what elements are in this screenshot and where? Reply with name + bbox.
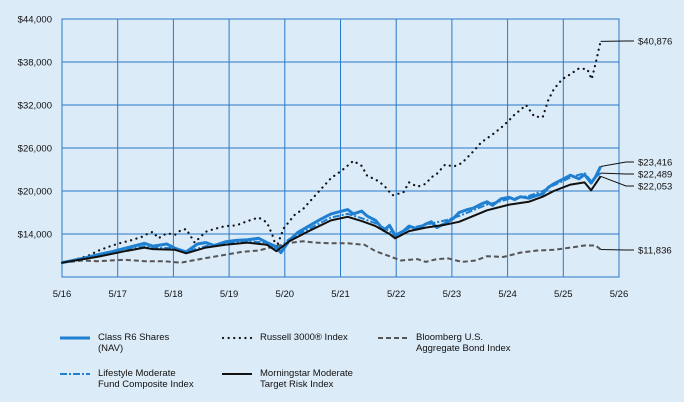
x-tick-label: 5/17 [108, 289, 127, 300]
x-tick-label: 5/16 [53, 289, 72, 300]
end-label-lifestyle: $22,489 [638, 170, 672, 181]
y-tick-label: $44,000 [18, 15, 52, 26]
y-tick-label: $32,000 [18, 101, 52, 112]
x-tick-label: 5/20 [276, 289, 295, 300]
y-tick-label: $38,000 [18, 58, 52, 69]
x-tick-label: 5/23 [443, 289, 462, 300]
end-label-bloomberg: $11,836 [638, 246, 672, 257]
series-line-bloomberg [61, 240, 602, 264]
series-line-morningstar [61, 175, 602, 264]
y-tick-label: $26,000 [18, 144, 52, 155]
x-tick-label: 5/26 [610, 289, 629, 300]
axis-labels: 5/16 5/17 5/18 5/19 5/20 5/21 5/22 5/23 5/24 5/25… [18, 15, 629, 301]
end-label-leader [600, 161, 634, 168]
x-tick-label: 5/18 [164, 289, 183, 300]
series-line-lifestyle [61, 172, 602, 264]
series-lines [60, 40, 602, 265]
y-tick-label: $14,000 [18, 230, 52, 241]
end-label-class-r6: $23,416 [638, 158, 672, 169]
end-label-russell: $40,876 [638, 37, 672, 48]
x-tick-label: 5/19 [220, 289, 239, 300]
end-value-labels: $40,876 $23,416$22,489$22,053 $11,836 [600, 37, 672, 257]
x-tick-label: 5/22 [387, 289, 406, 300]
x-tick-label: 5/25 [554, 289, 573, 300]
x-tick-label: 5/21 [331, 289, 350, 300]
end-label-morningstar: $22,053 [638, 182, 672, 193]
end-label-leader [600, 175, 634, 187]
x-tick-label: 5/24 [498, 289, 517, 300]
y-tick-label: $20,000 [18, 187, 52, 198]
end-label-leader [600, 172, 634, 175]
series-line-russell [60, 40, 602, 264]
